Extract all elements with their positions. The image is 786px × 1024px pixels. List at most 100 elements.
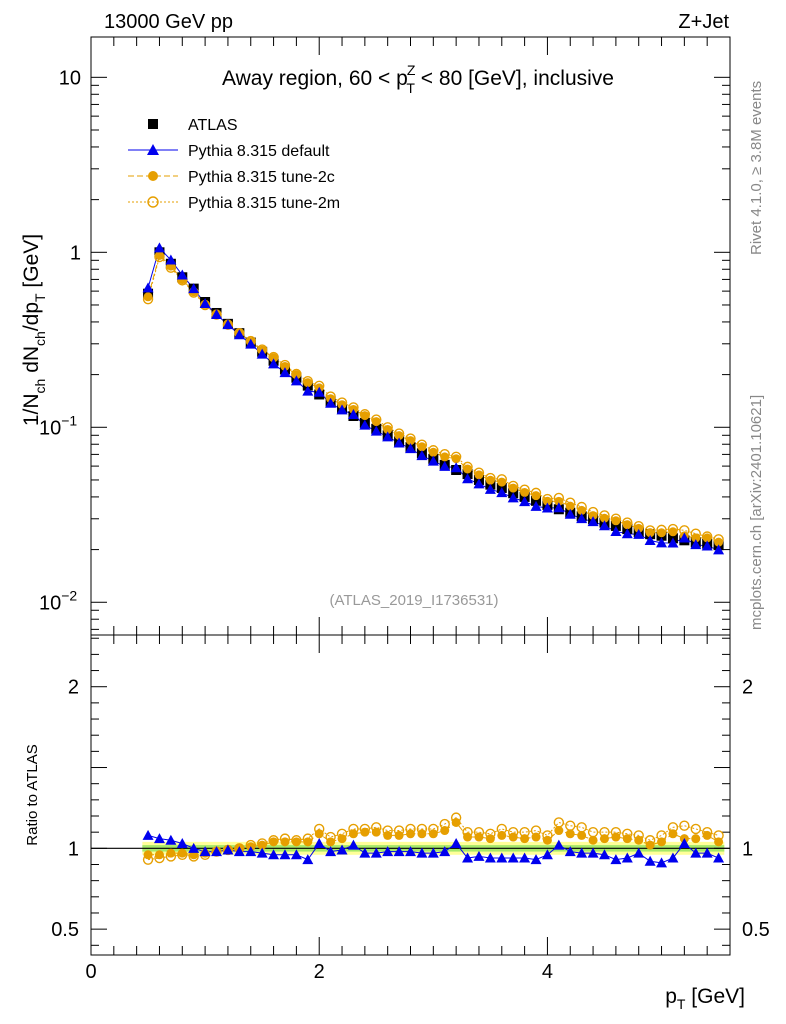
mc-point xyxy=(370,425,382,436)
mc-point xyxy=(439,460,451,471)
ratio-point xyxy=(541,849,553,860)
mc-point xyxy=(302,385,314,396)
ratio-point xyxy=(325,846,337,857)
ratio-point xyxy=(485,834,495,844)
ratio-point xyxy=(691,834,701,844)
ratio-point xyxy=(303,837,313,847)
mc-point xyxy=(199,298,211,309)
ratio-point xyxy=(165,834,177,845)
ratio-point xyxy=(199,846,211,857)
ratio-point xyxy=(417,829,427,839)
ratio-point xyxy=(245,846,257,857)
mc-point xyxy=(531,491,541,501)
main-x-axis xyxy=(90,37,731,635)
mc-point xyxy=(427,455,439,466)
legend-label: Pythia 8.315 tune-2m xyxy=(188,195,340,212)
ratio-y-tick-label-right: 0.5 xyxy=(742,919,770,941)
mc-point xyxy=(542,496,552,506)
ratio-panel-frame xyxy=(90,634,731,956)
mc-point xyxy=(245,338,257,349)
mc-point xyxy=(153,242,165,253)
mc-point xyxy=(279,367,291,378)
mc-point xyxy=(645,528,655,538)
mc-point xyxy=(233,329,245,340)
ratio-point xyxy=(428,829,438,839)
legend-marker xyxy=(148,119,158,129)
ratio-point xyxy=(668,829,678,839)
ratio-point xyxy=(611,832,621,842)
ratio-point xyxy=(474,832,484,842)
mc-point xyxy=(713,544,725,555)
ratio-point xyxy=(462,852,474,863)
mc-point xyxy=(497,477,507,487)
ratio-point xyxy=(360,827,370,837)
legend-label: ATLAS xyxy=(188,117,238,134)
mc-point xyxy=(496,487,508,498)
ratio-point xyxy=(531,832,541,842)
ratio-point xyxy=(587,826,599,838)
mc-point xyxy=(565,501,575,511)
ratio-point xyxy=(554,826,564,836)
ratio-point xyxy=(713,852,725,863)
ratio-point xyxy=(394,830,404,840)
ratio-point xyxy=(314,829,324,839)
ratio-y-tick-label-right: 2 xyxy=(742,677,753,699)
mc-point xyxy=(280,361,290,371)
mc-point xyxy=(633,528,645,539)
ratio-point xyxy=(268,849,280,860)
ratio-point xyxy=(153,833,165,844)
rivet-version-label: Rivet 4.1.0, ≥ 3.8M events xyxy=(748,81,765,255)
mc-point xyxy=(576,513,588,524)
ratio-point xyxy=(484,852,496,863)
ratio-point xyxy=(154,850,164,860)
x-tick-label: 4 xyxy=(542,961,553,983)
ratio-point xyxy=(530,854,542,865)
mc-point xyxy=(269,353,279,363)
series-line xyxy=(147,256,719,540)
mc-point xyxy=(678,532,690,543)
mc-point xyxy=(474,470,484,480)
mc-point xyxy=(644,535,656,546)
mc-point xyxy=(656,537,668,548)
ratio-point xyxy=(337,834,347,844)
mc-point xyxy=(508,483,518,493)
mcplots-reference-label: mcplots.cern.ch [arXiv:2401.10621] xyxy=(748,395,765,630)
mc-point xyxy=(577,505,587,515)
ratio-point xyxy=(714,837,724,847)
main-y-axis: 10 1 10−1 10−2 xyxy=(39,67,730,630)
mc-point xyxy=(702,533,712,543)
mc-point xyxy=(519,496,531,507)
ratio-point xyxy=(679,820,690,831)
x-tick-label: 2 xyxy=(314,961,325,983)
ratio-y-tick-label-right: 1 xyxy=(742,838,753,860)
atlas-point xyxy=(531,495,542,506)
ratio-point xyxy=(256,847,268,858)
ratio-point xyxy=(645,840,655,850)
ratio-point xyxy=(656,857,668,868)
ratio-point xyxy=(701,847,713,858)
mc-point xyxy=(530,500,542,511)
chart-title: Away region, 60 < pZ T < 80 [GeV], inclus… xyxy=(222,62,614,96)
mc-point xyxy=(611,516,621,526)
mc-point xyxy=(463,464,473,474)
mc-point xyxy=(622,520,632,530)
ratio-point xyxy=(383,830,393,840)
ratio-point xyxy=(313,837,325,848)
mc-point xyxy=(176,269,188,280)
ratio-point xyxy=(143,850,153,860)
mc-point xyxy=(621,528,633,539)
mc-point xyxy=(462,473,474,484)
mc-point xyxy=(667,537,679,548)
ratio-point xyxy=(440,826,450,836)
legend-marker xyxy=(147,144,159,155)
mc-point xyxy=(393,437,405,448)
mc-point xyxy=(142,282,154,293)
mc-point xyxy=(691,533,701,543)
ratio-point xyxy=(142,829,154,840)
ratio-point xyxy=(496,852,508,863)
mc-point xyxy=(701,540,713,551)
legend-marker xyxy=(148,171,158,181)
ratio-point xyxy=(553,817,565,828)
mc-point xyxy=(554,496,564,506)
